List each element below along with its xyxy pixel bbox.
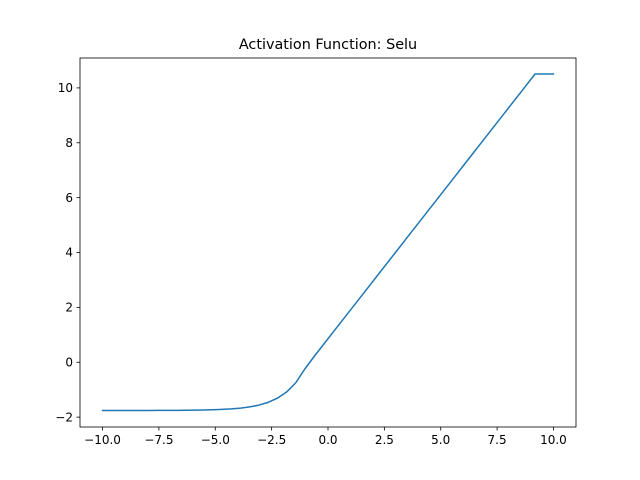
axes-frame xyxy=(79,57,577,428)
x-tick-label: −10.0 xyxy=(84,433,121,447)
x-tick-label: 5.0 xyxy=(431,433,450,447)
y-tick-label: 0 xyxy=(65,355,73,369)
y-tick-label: 4 xyxy=(65,246,73,260)
x-tick-label: −7.5 xyxy=(144,433,173,447)
y-tick-label: 2 xyxy=(65,301,73,315)
series-line xyxy=(101,73,555,412)
y-tick-label: 6 xyxy=(65,191,73,205)
x-tick-label: −5.0 xyxy=(201,433,230,447)
y-tick-label: 10 xyxy=(58,81,73,95)
x-tick-label: 2.5 xyxy=(375,433,394,447)
x-tick-label: 7.5 xyxy=(488,433,507,447)
y-tick-label: 8 xyxy=(65,136,73,150)
chart-title: Activation Function: Selu xyxy=(239,37,417,53)
y-tick-label: −2 xyxy=(55,410,73,424)
x-tick-label: −2.5 xyxy=(257,433,286,447)
x-tick-label: 10.0 xyxy=(540,433,567,447)
plot-area xyxy=(101,73,555,412)
y-axis-ticks: −2 0 2 4 6 8 10 xyxy=(55,81,80,424)
x-tick-label: 0.0 xyxy=(318,433,337,447)
x-axis-ticks: −10.0 −7.5 −5.0 −2.5 0.0 2.5 5.0 7.5 10.0 xyxy=(84,427,567,447)
